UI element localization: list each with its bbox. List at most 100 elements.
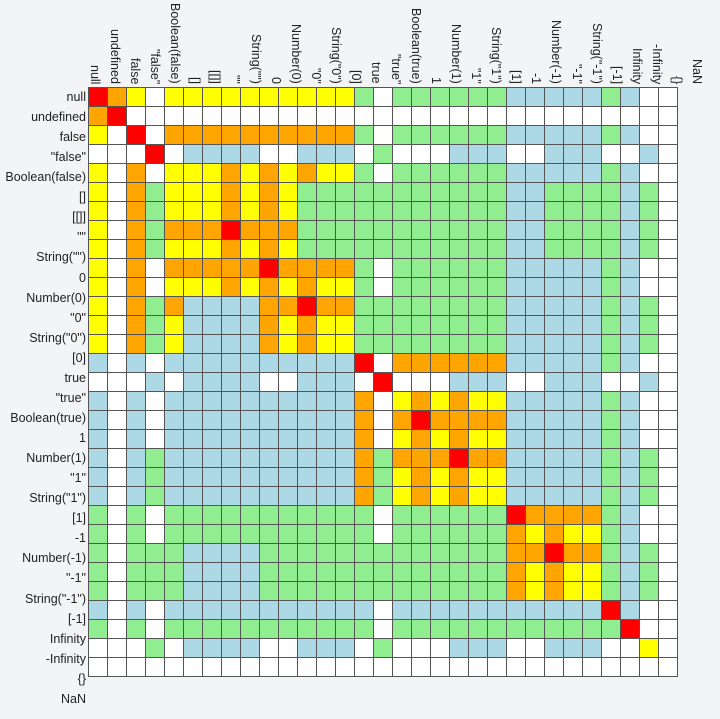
grid-cell: [392, 448, 412, 468]
grid-cell: [468, 277, 488, 297]
grid-cell: [601, 220, 621, 240]
grid-cell: [335, 277, 355, 297]
grid-cell: [487, 410, 507, 430]
row-label: "-1": [66, 571, 86, 586]
grid-cell: [582, 486, 602, 506]
grid-cell: [221, 201, 241, 221]
grid-cell: [126, 619, 146, 639]
grid-cell: [145, 258, 165, 278]
grid-cell: [620, 429, 640, 449]
grid-cell: [468, 505, 488, 525]
grid-cell: [449, 467, 469, 487]
grid-cell: [544, 106, 564, 126]
grid-cell: [107, 486, 127, 506]
grid-cell: [411, 315, 431, 335]
grid-cell: [183, 87, 203, 107]
grid-cell: [297, 125, 317, 145]
grid-cell: [449, 106, 469, 126]
grid-cell: [107, 505, 127, 525]
grid-cell: [297, 315, 317, 335]
grid-cell: [639, 106, 659, 126]
grid-cell: [582, 505, 602, 525]
grid-cell: [601, 277, 621, 297]
column-label: Boolean(true): [409, 8, 424, 84]
grid-cell: [183, 258, 203, 278]
grid-cell: [373, 334, 393, 354]
grid-cell: [297, 524, 317, 544]
grid-cell: [563, 277, 583, 297]
grid-cell: [506, 277, 526, 297]
grid-cell: [221, 429, 241, 449]
grid-cell: [601, 391, 621, 411]
grid-cell: [88, 619, 108, 639]
grid-row: [88, 239, 678, 259]
grid-cell: [544, 448, 564, 468]
grid-cell: [506, 125, 526, 145]
grid-cell: [373, 220, 393, 240]
grid-cell: [126, 581, 146, 601]
grid-cell: [506, 562, 526, 582]
grid-cell: [525, 429, 545, 449]
grid-cell: [449, 334, 469, 354]
grid-cell: [620, 258, 640, 278]
grid-cell: [259, 239, 279, 259]
grid-cell: [658, 448, 678, 468]
grid-cell: [107, 581, 127, 601]
grid-cell: [354, 486, 374, 506]
grid-cell: [449, 486, 469, 506]
grid-cell: [392, 106, 412, 126]
grid-cell: [335, 334, 355, 354]
grid-cell: [183, 657, 203, 677]
grid-cell: [506, 372, 526, 392]
grid-cell: [297, 182, 317, 202]
grid-cell: [202, 106, 222, 126]
grid-cell: [297, 258, 317, 278]
grid-cell: [563, 315, 583, 335]
grid-cell: [449, 220, 469, 240]
grid-cell: [145, 144, 165, 164]
grid-cell: [449, 315, 469, 335]
grid-cell: [221, 448, 241, 468]
grid-cell: [88, 239, 108, 259]
grid-cell: [145, 410, 165, 430]
grid-cell: [449, 163, 469, 183]
grid-cell: [354, 144, 374, 164]
grid-cell: [563, 600, 583, 620]
grid-cell: [487, 182, 507, 202]
grid-cell: [316, 220, 336, 240]
grid-cell: [278, 600, 298, 620]
column-label: "1": [469, 68, 484, 84]
grid-cell: [164, 600, 184, 620]
grid-cell: [373, 239, 393, 259]
grid-cell: [126, 182, 146, 202]
grid-cell: [240, 353, 260, 373]
grid-cell: [487, 505, 507, 525]
column-label: Number(-1): [549, 20, 564, 84]
grid-cell: [506, 353, 526, 373]
grid-cell: [354, 581, 374, 601]
grid-cell: [525, 277, 545, 297]
grid-cell: [601, 334, 621, 354]
grid-cell: [449, 391, 469, 411]
grid-cell: [639, 296, 659, 316]
grid-cell: [525, 638, 545, 658]
grid-cell: [544, 505, 564, 525]
grid-cell: [620, 391, 640, 411]
grid-cell: [335, 429, 355, 449]
grid-cell: [297, 334, 317, 354]
grid-cell: [544, 258, 564, 278]
grid-cell: [544, 562, 564, 582]
grid-cell: [392, 391, 412, 411]
column-label: String("0"): [328, 27, 343, 84]
grid-cell: [88, 524, 108, 544]
grid-cell: [240, 429, 260, 449]
grid-cell: [468, 600, 488, 620]
grid-cell: [316, 581, 336, 601]
column-label: undefined: [108, 29, 123, 84]
grid-cell: [639, 410, 659, 430]
grid-cell: [468, 201, 488, 221]
grid-cell: [506, 429, 526, 449]
grid-cell: [164, 182, 184, 202]
grid-cell: [164, 657, 184, 677]
grid-cell: [221, 258, 241, 278]
